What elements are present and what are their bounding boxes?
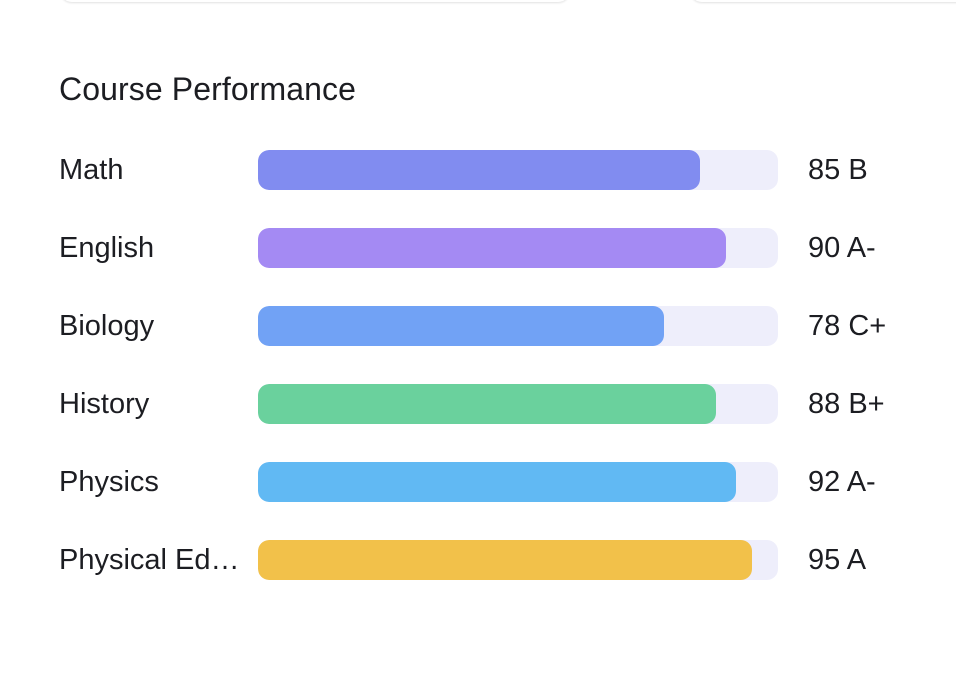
course-row-english: English 90 A- xyxy=(59,228,919,268)
progress-fill xyxy=(258,228,726,268)
course-name: Physics xyxy=(59,466,159,498)
course-name: Biology xyxy=(59,310,155,342)
course-row-biology: Biology 78 C+ xyxy=(59,306,919,346)
course-score: 95 A xyxy=(808,544,867,576)
progress-fill xyxy=(258,306,664,346)
card-title: Course Performance xyxy=(59,71,357,107)
progress-fill xyxy=(258,540,752,580)
course-score: 90 A- xyxy=(808,232,876,264)
previous-card-edge-left xyxy=(60,0,570,2)
course-score: 78 C+ xyxy=(808,310,887,342)
progress-track xyxy=(258,306,778,346)
progress-track xyxy=(258,540,778,580)
course-score: 85 B xyxy=(808,154,868,186)
progress-track xyxy=(258,462,778,502)
progress-track xyxy=(258,228,778,268)
course-score: 88 B+ xyxy=(808,388,885,420)
progress-track xyxy=(258,384,778,424)
course-name: Math xyxy=(59,154,124,186)
course-row-physics: Physics 92 A- xyxy=(59,462,919,502)
course-row-physical-education: Physical Education 95 A xyxy=(59,540,919,580)
course-name: History xyxy=(59,388,150,420)
course-row-history: History 88 B+ xyxy=(59,384,919,424)
progress-fill xyxy=(258,384,716,424)
progress-fill xyxy=(258,462,737,502)
previous-card-edge-right xyxy=(690,0,956,2)
progress-fill xyxy=(258,150,700,190)
course-name: English xyxy=(59,232,155,264)
course-name: Physical Education xyxy=(59,544,245,576)
course-row-math: Math 85 B xyxy=(59,150,919,190)
course-score: 92 A- xyxy=(808,466,876,498)
progress-track xyxy=(258,150,778,190)
course-list: Math 85 B English 90 A- Biology 78 C+ Hi… xyxy=(59,150,919,618)
